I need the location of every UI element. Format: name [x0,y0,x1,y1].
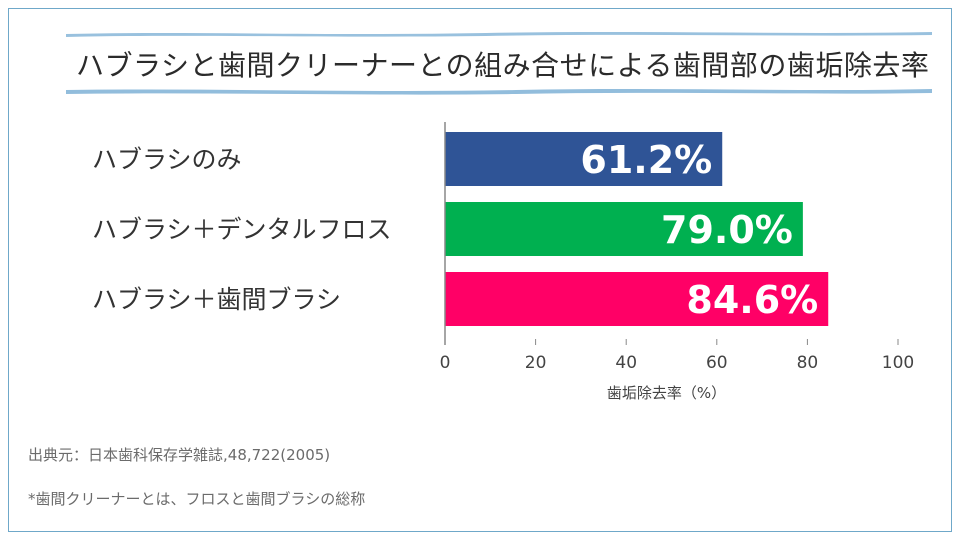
slide-frame [8,8,952,532]
bar-value-label: 84.6% [686,278,818,322]
x-tick-label: 20 [525,353,547,373]
x-axis-title: 歯垢除去率（%） [607,384,726,402]
title-brush-stroke-top [66,32,932,37]
x-tick-label: 100 [882,353,914,373]
title-brush-stroke-bottom [66,89,932,95]
category-label: ハブラシのみ [92,145,242,174]
source-footnote: 出典元：日本歯科保存学雑誌,48,722(2005) [28,446,331,464]
bar-value-label: 79.0% [661,208,793,252]
x-tick-label: 60 [706,353,728,373]
category-label: ハブラシ＋歯間ブラシ [92,285,341,314]
definition-footnote: *歯間クリーナーとは、フロスと歯間ブラシの総称 [28,490,366,508]
x-tick-label: 40 [615,353,637,373]
chart-title: ハブラシと歯間クリーナーとの組み合せによる歯間部の歯垢除去率 [76,49,930,82]
x-tick-label: 0 [440,353,451,373]
bar [445,272,829,326]
bar-value-label: 61.2% [580,138,712,182]
category-label: ハブラシ＋デンタルフロス [92,215,392,244]
x-tick-label: 80 [797,353,819,373]
bar [445,202,803,256]
bar [445,132,723,186]
